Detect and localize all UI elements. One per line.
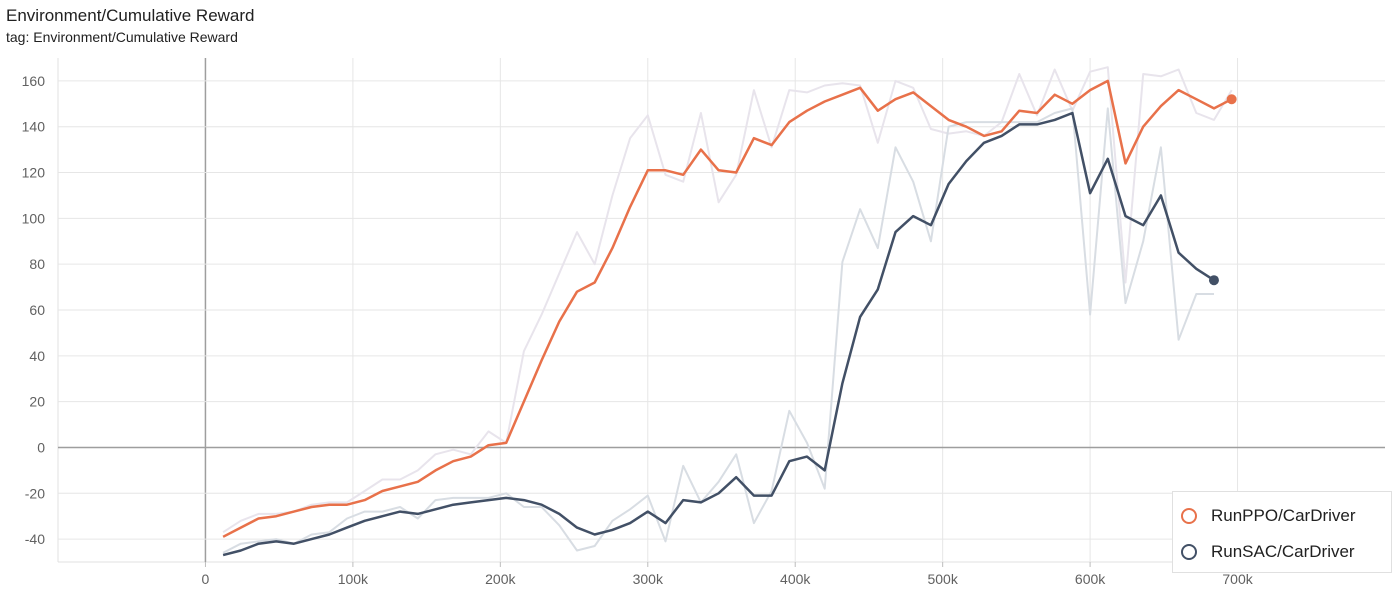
y-tick-label: -20 xyxy=(25,485,45,501)
grid-lines xyxy=(57,58,1385,563)
y-tick-label: 80 xyxy=(29,256,45,272)
y-tick-label: 40 xyxy=(29,348,45,364)
end-point-runsac xyxy=(1208,275,1219,286)
smoothed-line-runsac xyxy=(222,111,1215,557)
smoothed-line-runppo xyxy=(222,79,1233,538)
x-tick-label: 400k xyxy=(780,571,811,587)
y-tick-label: 60 xyxy=(29,302,45,318)
y-tick-label: 100 xyxy=(22,210,46,226)
y-tick-label: 0 xyxy=(37,439,45,455)
y-tick-label: 160 xyxy=(22,73,46,89)
x-tick-label: 100k xyxy=(338,571,369,587)
legend-marker-runsac xyxy=(1181,544,1197,560)
raw-series-lines xyxy=(222,66,1233,554)
chart-subtitle: tag: Environment/Cumulative Reward xyxy=(6,29,238,45)
x-tick-label: 200k xyxy=(485,571,516,587)
end-point-runppo xyxy=(1226,94,1237,105)
chart-title: Environment/Cumulative Reward xyxy=(6,6,255,25)
y-axis-ticks: -40 -20 0 20 40 60 80 100 120 140 160 xyxy=(22,73,46,547)
y-tick-label: 120 xyxy=(22,165,46,181)
raw-line-runsac xyxy=(222,107,1214,554)
x-tick-label: 700k xyxy=(1222,571,1253,587)
raw-line-runppo xyxy=(222,66,1233,534)
smoothed-series-lines xyxy=(222,79,1237,557)
legend: RunPPO/CarDriver RunSAC/CarDriver xyxy=(1172,491,1392,573)
y-tick-label: -40 xyxy=(25,531,45,547)
legend-item-runsac[interactable]: RunSAC/CarDriver xyxy=(1181,542,1355,562)
x-tick-label: 300k xyxy=(633,571,664,587)
legend-item-runppo[interactable]: RunPPO/CarDriver xyxy=(1181,506,1356,526)
x-axis-ticks: 0 100k 200k 300k 400k 500k 600k 700k xyxy=(202,562,1254,587)
legend-label-runppo: RunPPO/CarDriver xyxy=(1211,506,1356,525)
legend-marker-runppo xyxy=(1181,508,1197,524)
x-tick-label: 600k xyxy=(1075,571,1106,587)
x-tick-label: 0 xyxy=(202,571,210,587)
legend-label-runsac: RunSAC/CarDriver xyxy=(1211,542,1355,561)
y-tick-label: 140 xyxy=(22,119,46,135)
y-tick-label: 20 xyxy=(29,394,45,410)
x-tick-label: 500k xyxy=(927,571,958,587)
